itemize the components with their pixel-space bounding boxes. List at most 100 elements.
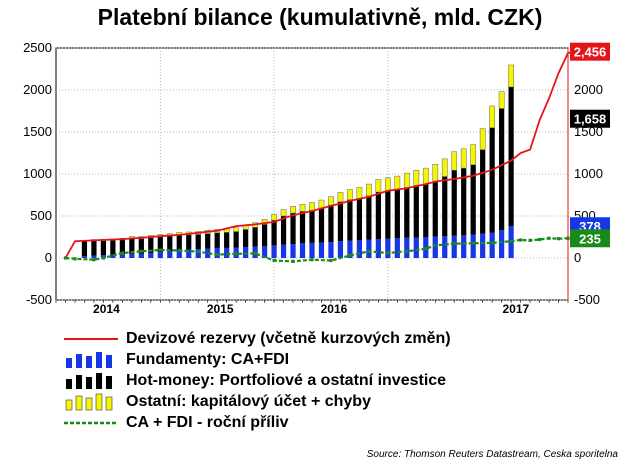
legend-swatch — [65, 393, 113, 411]
bar-hot-money — [148, 237, 154, 253]
point-ca-fdi — [556, 237, 561, 241]
bar-fundamenty — [347, 240, 353, 258]
legend-swatch — [64, 421, 118, 425]
legend-swatch — [66, 373, 112, 389]
point-ca-fdi — [120, 251, 124, 255]
bar-hot-money — [299, 211, 306, 244]
legend-label: CA + FDI - roční příliv — [126, 414, 289, 431]
bar-ostatni — [290, 206, 296, 214]
bar-fundamenty — [356, 240, 363, 258]
x-tick-label: 2015 — [207, 302, 234, 316]
point-ca-fdi — [424, 247, 428, 251]
bar-hot-money — [318, 208, 325, 243]
bar-fundamenty — [224, 247, 230, 258]
bar-fundamenty — [280, 244, 287, 258]
bar-fundamenty — [148, 252, 154, 258]
end-badge-label: 1,658 — [574, 112, 607, 127]
end-badge-label: 2,456 — [574, 45, 607, 60]
bar-hot-money — [252, 227, 258, 247]
y-tick-label-left: 1500 — [23, 124, 52, 139]
point-ca-fdi — [386, 251, 390, 255]
bar-hot-money — [385, 190, 391, 239]
bar-fundamenty — [413, 237, 419, 258]
point-ca-fdi — [253, 251, 257, 255]
bar-fundamenty — [375, 239, 381, 258]
y-tick-label-right: 1500 — [574, 124, 603, 139]
y-tick-label-left: 0 — [45, 250, 52, 265]
point-ca-fdi — [291, 259, 295, 263]
bar-ostatni — [318, 199, 325, 209]
point-ca-fdi — [329, 258, 333, 263]
bar-fundamenty — [129, 253, 135, 258]
y-tick-label-right: -500 — [574, 292, 600, 307]
x-tick-label: 2016 — [321, 302, 348, 316]
bar-fundamenty — [442, 236, 448, 258]
bar-fundamenty — [489, 232, 495, 258]
bar-hot-money — [271, 220, 277, 246]
bar-hot-money — [205, 233, 211, 249]
legend-item: Hot-money: Portfoliové a ostatní investi… — [62, 370, 446, 392]
point-ca-fdi — [518, 238, 523, 242]
point-ca-fdi — [509, 239, 513, 243]
bar-hot-money — [442, 176, 448, 237]
y-tick-label-left: 500 — [30, 208, 52, 223]
point-ca-fdi — [405, 249, 409, 253]
bar-ostatni — [299, 203, 306, 212]
y-tick-label-right: 1000 — [574, 166, 603, 181]
bar-ostatni — [309, 202, 315, 211]
bar-fundamenty — [290, 244, 296, 258]
point-ca-fdi — [433, 243, 437, 247]
bar-ostatni — [489, 105, 496, 129]
bar-ostatni — [498, 91, 505, 109]
bar-ostatni — [460, 148, 467, 169]
bar-fundamenty — [299, 243, 306, 258]
legend-item: Devizové rezervy (včetně kurzových změn) — [62, 328, 451, 350]
bar-hot-money — [81, 241, 88, 257]
bar-fundamenty — [195, 249, 201, 258]
bar-ostatni — [347, 189, 353, 200]
bar-hot-money — [499, 108, 505, 231]
bar-fundamenty — [81, 256, 88, 258]
bar-hot-money — [233, 231, 239, 248]
line-devizove-rezervy — [64, 50, 578, 259]
point-ca-fdi — [73, 257, 77, 261]
bar-hot-money — [470, 164, 476, 235]
bar-hot-money — [186, 234, 192, 250]
bar-ostatni — [233, 227, 240, 232]
bar-hot-money — [394, 189, 400, 239]
point-ca-fdi — [101, 256, 106, 260]
bar-fundamenty — [404, 237, 410, 258]
bar-fundamenty — [480, 233, 486, 258]
bar-ostatni — [441, 158, 448, 177]
y-tick-label-left: 1000 — [23, 166, 52, 181]
bar-ostatni — [432, 164, 439, 182]
point-ca-fdi — [348, 253, 352, 258]
bar-hot-money — [195, 234, 201, 250]
x-tick-label: 2014 — [93, 302, 120, 316]
bar-hot-money — [100, 240, 107, 256]
bar-hot-money — [375, 192, 381, 240]
bar-hot-money — [451, 170, 457, 236]
bar-hot-money — [119, 239, 125, 255]
bar-hot-money — [129, 238, 135, 254]
bar-hot-money — [280, 216, 287, 245]
bar-hot-money — [110, 240, 116, 255]
bar-ostatni — [394, 175, 401, 190]
bar-fundamenty — [91, 255, 97, 258]
bar-hot-money — [309, 210, 315, 243]
bar-fundamenty — [432, 236, 438, 258]
bar-ostatni — [271, 214, 277, 221]
x-tick-label: 2017 — [503, 302, 530, 316]
bar-fundamenty — [461, 235, 467, 258]
bar-fundamenty — [110, 254, 116, 258]
legend-label: Devizové rezervy (včetně kurzových změn) — [126, 330, 451, 347]
bar-fundamenty — [394, 238, 400, 258]
bar-hot-money — [366, 195, 372, 240]
point-ca-fdi — [215, 253, 219, 257]
bar-fundamenty — [176, 250, 182, 258]
bar-hot-money — [290, 213, 296, 245]
bar-hot-money — [413, 185, 419, 238]
bar-hot-money — [138, 238, 144, 254]
bar-hot-money — [508, 86, 514, 227]
bar-ostatni — [451, 151, 458, 171]
